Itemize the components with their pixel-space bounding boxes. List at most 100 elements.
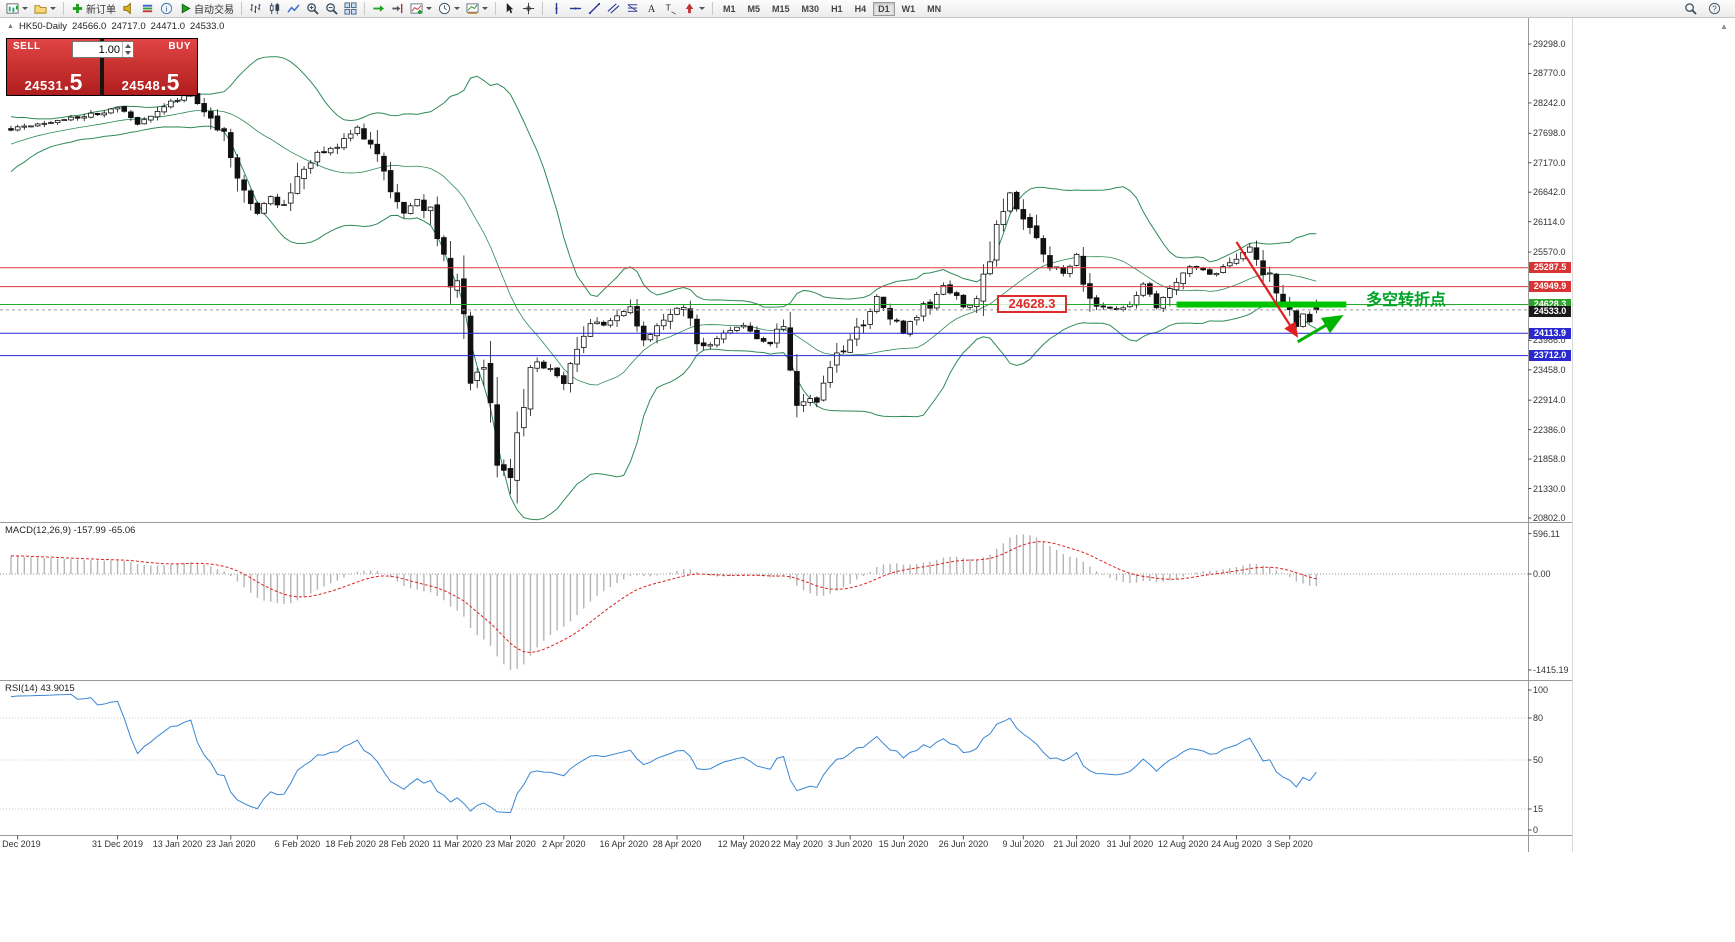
chart-open-value: 24566.0 — [71, 21, 107, 32]
new-chart-button[interactable] — [3, 1, 31, 17]
candle-body — [1300, 313, 1306, 327]
candle-body — [827, 367, 833, 383]
timeframe-m1-button[interactable]: M1 — [723, 3, 736, 14]
one-click-collapse-icon[interactable]: ▲ — [7, 23, 14, 30]
timeframe-m15-button[interactable]: M15 — [772, 3, 790, 14]
timeframe-m30-button[interactable]: M30 — [801, 3, 820, 14]
volume-input[interactable] — [73, 43, 122, 56]
line-chart-button[interactable] — [284, 1, 303, 17]
arrows-button[interactable] — [680, 1, 708, 17]
templates-button[interactable] — [463, 1, 491, 17]
data-window-button[interactable]: i — [157, 1, 176, 17]
help-button[interactable]: ? — [1705, 1, 1724, 17]
bar-chart-button[interactable] — [246, 1, 265, 17]
candle-body — [361, 128, 367, 140]
candle-body — [774, 328, 780, 344]
timeframe-h4-button[interactable]: H4 — [854, 3, 867, 14]
horizontal-line-button[interactable] — [566, 1, 585, 17]
candle-body — [614, 315, 620, 322]
support-highlight-bar[interactable] — [1176, 301, 1347, 308]
tile-windows-button[interactable] — [341, 1, 360, 17]
turning-point-note[interactable]: 多空转折点 — [1366, 292, 1447, 309]
candle-body — [41, 122, 48, 125]
timeframe-w1-button[interactable]: W1 — [901, 3, 916, 14]
candle-body — [394, 192, 401, 203]
tile-windows-icon — [344, 2, 357, 15]
macd-signal-line — [10, 541, 1317, 653]
rsi-scale-label: 0 — [1533, 825, 1539, 835]
price-axis[interactable] — [1529, 18, 1573, 852]
candle-body — [847, 339, 853, 353]
candle-body — [161, 106, 167, 113]
macd-scale-label: 0.00 — [1533, 569, 1551, 579]
candlestick-chart-button[interactable] — [265, 1, 284, 17]
candle-body — [1213, 272, 1220, 276]
date-tick-label: 12 Aug 2020 — [1157, 839, 1209, 849]
candle-body — [214, 115, 221, 131]
candle-body — [694, 318, 700, 345]
candle-body — [893, 319, 900, 322]
candle-body — [1187, 266, 1193, 274]
indicators-button[interactable] — [407, 1, 435, 17]
macd-indicator-label: MACD(12,26,9) -157.99 -65.06 — [5, 525, 136, 536]
auto-scroll-button[interactable] — [369, 1, 388, 17]
trendline-button[interactable] — [585, 1, 604, 17]
reversal-up-arrow[interactable] — [1296, 314, 1344, 344]
market-watch-button[interactable] — [138, 1, 157, 17]
zoom-out-button[interactable] — [322, 1, 341, 17]
text-button[interactable]: A — [642, 1, 661, 17]
candle-body — [1253, 247, 1260, 260]
rsi-pane — [0, 693, 1528, 814]
sell-button[interactable]: SELL 24531.5 — [7, 39, 100, 95]
candle-body — [1040, 238, 1047, 255]
price-tick-label: 29298.0 — [1533, 39, 1566, 49]
scroll-up-icon[interactable]: ▲ — [1720, 22, 1728, 31]
candle-body — [181, 95, 187, 101]
candle-body — [1060, 267, 1067, 274]
date-tick-label: 11 Mar 2020 — [432, 839, 483, 849]
sound-button[interactable] — [119, 1, 138, 17]
timeframe-m5-button[interactable]: M5 — [747, 3, 761, 14]
candle-body — [174, 99, 181, 102]
candle-body — [261, 203, 267, 214]
candle-body — [933, 294, 940, 309]
buy-button[interactable]: BUY 24548.5 — [104, 39, 197, 95]
crosshair-button[interactable] — [519, 1, 538, 17]
price-level-annotation[interactable]: 24628.3 — [997, 295, 1067, 313]
price-tag: 24113.9 — [1529, 327, 1571, 339]
candle-body — [834, 352, 840, 366]
down-trend-arrow[interactable] — [1235, 241, 1299, 338]
date-tick-label: 18 Feb 2020 — [325, 839, 376, 849]
chart-high-value: 24717.0 — [111, 21, 146, 32]
candle-body — [554, 367, 560, 377]
auto-trading-button[interactable]: 自动交易 — [176, 1, 237, 17]
candle-body — [607, 320, 614, 326]
chart-window[interactable] — [0, 18, 1573, 852]
profiles-button[interactable] — [31, 1, 59, 17]
candle-body — [820, 382, 827, 401]
timeframe-d1-button[interactable]: D1 — [873, 1, 895, 16]
text-label-button[interactable]: T — [661, 1, 680, 17]
cursor-button[interactable] — [500, 1, 519, 17]
timeframe-mn-button[interactable]: MN — [927, 3, 942, 14]
new-order-button[interactable]: 新订单 — [68, 1, 119, 17]
periods-button[interactable] — [435, 1, 463, 17]
volume-increase-button[interactable] — [125, 43, 131, 48]
channel-button[interactable] — [604, 1, 623, 17]
candle-body — [527, 367, 534, 410]
auto-scroll-icon — [372, 2, 385, 15]
volume-decrease-button[interactable] — [125, 51, 131, 56]
newchart-icon — [6, 2, 19, 15]
price-tick-label: 21858.0 — [1533, 454, 1566, 465]
zoom-in-button[interactable] — [303, 1, 322, 17]
chart-shift-button[interactable] — [388, 1, 407, 17]
candle-body — [814, 397, 820, 403]
timeframe-h1-button[interactable]: H1 — [831, 3, 843, 14]
fibonacci-button[interactable] — [623, 1, 642, 17]
price-tag: 25287.5 — [1529, 262, 1571, 274]
search-button[interactable] — [1681, 1, 1700, 17]
candle-body — [514, 432, 520, 481]
vertical-line-button[interactable] — [547, 1, 566, 17]
candle-body — [660, 319, 667, 327]
